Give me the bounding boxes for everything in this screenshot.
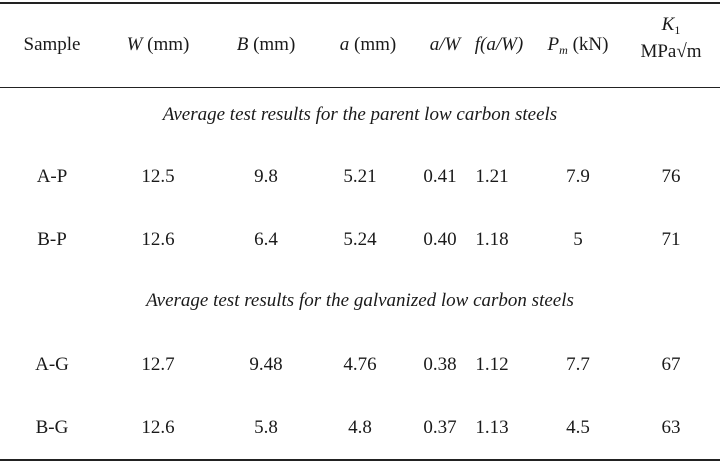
cell-faw: 1.12 bbox=[475, 354, 509, 375]
header-pm-unit: (kN) bbox=[572, 34, 609, 55]
header-k1: K1 MPa√m bbox=[628, 14, 714, 63]
cell-b: 9.8 bbox=[254, 166, 278, 187]
header-sample: Sample bbox=[4, 34, 100, 56]
cell-k1: 63 bbox=[661, 417, 681, 438]
header-k1-symbol-line: K1 bbox=[628, 14, 714, 41]
cell-pm: 5 bbox=[573, 229, 583, 250]
header-faw: f(a/W) bbox=[474, 34, 524, 55]
header-sample-label: Sample bbox=[23, 34, 81, 55]
cell-faw: 1.13 bbox=[475, 417, 509, 438]
cell-aw: 0.41 bbox=[423, 166, 457, 187]
cell-sample: B-G bbox=[35, 417, 69, 438]
cell-k1: 76 bbox=[661, 166, 681, 187]
cell-b: 6.4 bbox=[254, 229, 278, 250]
section-title-galvanized: Average test results for the galvanized … bbox=[146, 290, 574, 311]
header-w: W (mm) bbox=[110, 34, 206, 56]
cell-a: 4.8 bbox=[348, 417, 372, 438]
cell-w: 12.6 bbox=[141, 229, 175, 250]
header-k1-subscript: 1 bbox=[674, 23, 681, 37]
header-k1-unit: MPa√m bbox=[640, 41, 702, 62]
cell-sample: A-P bbox=[36, 166, 68, 187]
cell-a: 4.76 bbox=[343, 354, 377, 375]
header-aw: a/W bbox=[429, 34, 461, 55]
cell-pm: 4.5 bbox=[566, 417, 590, 438]
table-bottom-rule bbox=[0, 459, 720, 461]
header-rule bbox=[0, 87, 720, 88]
cell-w: 12.6 bbox=[141, 417, 175, 438]
cell-w: 12.7 bbox=[141, 354, 175, 375]
header-b-unit: (mm) bbox=[253, 34, 296, 55]
cell-pm: 7.7 bbox=[566, 354, 590, 375]
cell-aw: 0.38 bbox=[423, 354, 457, 375]
cell-b: 5.8 bbox=[254, 417, 278, 438]
cell-a: 5.21 bbox=[343, 166, 377, 187]
header-w-unit: (mm) bbox=[147, 34, 190, 55]
header-b-symbol: B bbox=[236, 34, 249, 55]
cell-sample: B-P bbox=[37, 229, 67, 250]
section-title-parent: Average test results for the parent low … bbox=[162, 104, 558, 125]
cell-pm: 7.9 bbox=[566, 166, 590, 187]
cell-w: 12.5 bbox=[141, 166, 175, 187]
cell-a: 5.24 bbox=[343, 229, 377, 250]
cell-k1: 71 bbox=[661, 229, 681, 250]
header-a-unit: (mm) bbox=[354, 34, 397, 55]
header-pm: Pm (kN) bbox=[528, 34, 628, 61]
header-a-symbol: a bbox=[339, 34, 350, 55]
cell-sample: A-G bbox=[35, 354, 69, 375]
cell-b: 9.48 bbox=[249, 354, 283, 375]
cell-aw: 0.40 bbox=[423, 229, 457, 250]
table-top-rule bbox=[0, 2, 720, 4]
header-w-symbol: W bbox=[126, 34, 143, 55]
header-pm-symbol: P bbox=[547, 34, 560, 55]
header-a: a (mm) bbox=[318, 34, 418, 56]
cell-faw: 1.18 bbox=[475, 229, 509, 250]
header-k1-symbol: K bbox=[661, 14, 675, 35]
cell-faw: 1.21 bbox=[475, 166, 509, 187]
header-pm-subscript: m bbox=[559, 43, 568, 57]
header-b: B (mm) bbox=[216, 34, 316, 56]
cell-k1: 67 bbox=[661, 354, 681, 375]
cell-aw: 0.37 bbox=[423, 417, 457, 438]
